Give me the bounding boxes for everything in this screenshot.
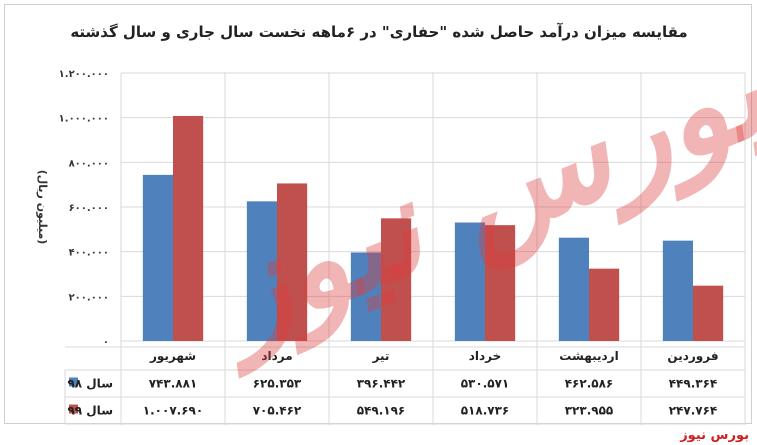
bar-98 [350,252,381,341]
legend-label: سال ۹۸ [67,377,113,391]
bar-99 [277,183,308,341]
bar-99 [693,285,724,341]
brand-label: بورس نیوز [680,428,749,443]
bar-99 [485,225,516,341]
category-label: اردیبهشت [559,349,618,363]
y-tick-label: ۲۰۰.۰۰۰ [69,292,109,303]
y-tick-label: ۶۰۰.۰۰۰ [69,203,109,214]
data-label: ۴۶۲.۵۸۶ [565,377,614,391]
y-tick-label: ۱.۰۰۰.۰۰۰ [59,114,109,125]
category-label: مرداد [261,349,292,363]
data-label: ۵۱۸.۷۳۶ [461,404,510,418]
bar-chart: مقایسه میزان درآمد حاصل شده "حفاری" در ۶… [36,23,746,425]
data-label: ۱.۰۰۷.۶۹۰ [143,404,203,418]
category-label: فروردین [667,349,718,364]
data-label: ۶۲۵.۳۵۳ [253,377,302,391]
y-tick-label: ۴۰۰.۰۰۰ [69,248,109,259]
bar-98 [662,240,693,341]
data-label: ۷۰۵.۴۶۲ [253,404,302,418]
legend-swatch-98 [69,377,78,387]
legend-label: سال ۹۹ [67,404,113,418]
legend-swatch-99 [69,404,78,414]
data-label: ۵۴۹.۱۹۶ [357,404,406,418]
y-axis-label: (میلیون ریال) [36,170,49,245]
bar-98 [142,174,173,341]
data-label: ۵۳۰.۵۷۱ [461,377,510,391]
bar-98 [454,222,485,341]
category-label: شهریور [149,349,196,364]
bar-98 [558,237,589,341]
bar-99 [173,115,204,341]
bar-99 [589,268,620,341]
y-tick-label: ۸۰۰.۰۰۰ [69,158,109,169]
y-tick-label: ۰ [103,337,109,348]
data-label: ۲۴۷.۷۶۴ [669,404,718,418]
data-label: ۳۲۳.۹۵۵ [565,404,614,418]
data-label: ۷۴۳.۸۸۱ [149,377,198,391]
bar-98 [246,201,277,341]
data-label: ۳۹۶.۴۴۲ [357,377,406,391]
category-label: خرداد [469,349,502,363]
chart-title: مقایسه میزان درآمد حاصل شده "حفاری" در ۶… [70,23,687,41]
category-label: تیر [372,349,390,363]
y-tick-label: ۱.۲۰۰.۰۰۰ [59,69,109,80]
bar-99 [381,218,412,341]
chart-frame: مقایسه میزان درآمد حاصل شده "حفاری" در ۶… [4,4,757,425]
data-label: ۴۴۹.۳۶۴ [669,377,718,391]
